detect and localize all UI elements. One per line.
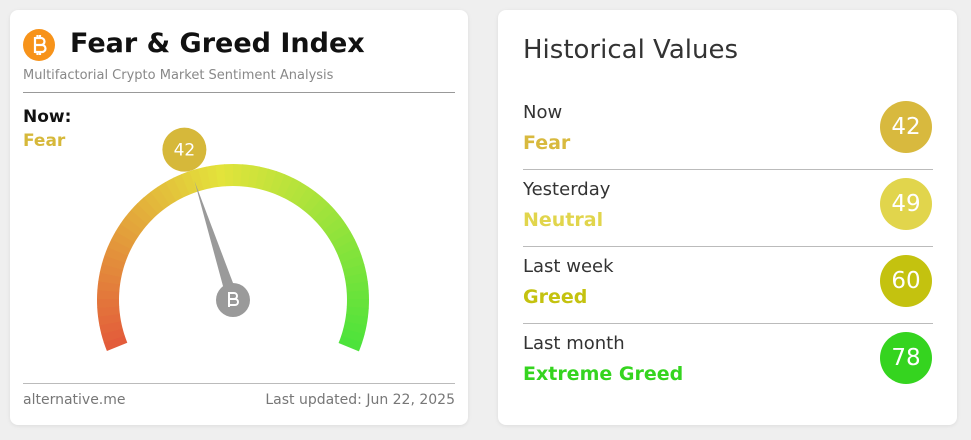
- gauge-arc: [338, 247, 362, 264]
- period: Last week: [523, 256, 614, 277]
- gauge-arc: [137, 197, 159, 220]
- gauge-arc: [197, 166, 212, 190]
- value-circle: 60: [880, 255, 932, 307]
- value-badge: [162, 127, 207, 172]
- gauge-arc: [115, 223, 139, 243]
- value-circle: 42: [880, 101, 932, 153]
- gauge-arc: [99, 263, 124, 278]
- gauge-arc: [120, 216, 144, 237]
- gauge-arc: [111, 231, 135, 250]
- gauge-arc: [318, 209, 341, 231]
- value-circle: 49: [880, 178, 932, 230]
- gauge-arc: [97, 313, 122, 326]
- gauge-arc: [334, 239, 359, 257]
- gauge-arc: [97, 280, 121, 292]
- gauge: 42: [97, 127, 369, 352]
- gauge-arc: [98, 272, 122, 285]
- gauge-arc: [262, 168, 277, 193]
- divider: [23, 92, 455, 93]
- updated: Last updated: Jun 22, 2025: [265, 392, 455, 408]
- gauge-arc: [131, 203, 153, 225]
- gauge-arc: [346, 306, 369, 318]
- divider: [23, 383, 455, 384]
- gauge-arc: [269, 171, 286, 195]
- bitcoin-icon: [23, 29, 55, 61]
- gauge-arc: [340, 255, 365, 271]
- gauge-arc: [103, 335, 128, 351]
- gauge-arc: [97, 306, 120, 317]
- gauge-arc: [342, 264, 367, 278]
- gauge-arc: [302, 191, 323, 215]
- gauge-arc: [206, 165, 219, 189]
- gauge-arc: [307, 197, 330, 220]
- gauge-arc: [323, 216, 346, 237]
- gauge-arc: [101, 255, 126, 270]
- gauge-arc: [181, 171, 197, 195]
- period: Last month: [523, 333, 625, 354]
- gauge-arc: [150, 186, 171, 210]
- needle: [194, 181, 239, 302]
- period: Yesterday: [523, 179, 611, 200]
- gauge-arc: [327, 223, 351, 243]
- classification: Greed: [523, 286, 588, 308]
- gauge-arc: [313, 203, 336, 225]
- gauge-arc: [276, 174, 294, 198]
- gauge-arc: [165, 177, 184, 202]
- gauge-arc: [101, 328, 125, 343]
- period: Now: [523, 102, 563, 123]
- gauge-arc: [99, 320, 123, 335]
- value-circle: 78: [880, 332, 932, 384]
- title: Fear & Greed Index: [70, 28, 365, 59]
- gauge-arc: [240, 164, 252, 188]
- gauge-arc: [289, 182, 309, 206]
- value-badge-text: 42: [174, 141, 196, 161]
- gauge-arc: [157, 181, 177, 206]
- gauge-card: Fear & Greed Index Multifactorial Crypto…: [10, 10, 468, 425]
- now-classification: Fear: [23, 131, 66, 151]
- history-card: Historical Values Now Fear 42 Yesterday Neut…: [498, 10, 957, 425]
- row-divider: [523, 246, 933, 247]
- classification: Neutral: [523, 209, 604, 231]
- gauge-arc: [143, 191, 165, 215]
- history-title: Historical Values: [523, 35, 738, 65]
- gauge-arc: [345, 281, 369, 293]
- gauge-arc: [104, 246, 129, 263]
- gauge-arc: [107, 238, 132, 256]
- gauge-arc: [343, 321, 367, 335]
- gauge-arc: [125, 209, 148, 231]
- gauge-arc: [215, 164, 227, 187]
- classification: Extreme Greed: [523, 363, 684, 385]
- gauge-arc: [247, 165, 260, 189]
- subtitle: Multifactorial Crypto Market Sentiment A…: [23, 68, 334, 83]
- gauge-arc: [344, 272, 368, 285]
- source: alternative.me: [23, 392, 126, 408]
- gauge-arc: [344, 313, 368, 326]
- gauge-arc: [173, 174, 190, 198]
- gauge-arc: [331, 231, 355, 250]
- row-divider: [523, 169, 933, 170]
- classification: Fear: [523, 132, 571, 154]
- gauge-arc: [189, 168, 205, 193]
- now-label: Now:: [23, 107, 72, 127]
- gauge-arc: [338, 335, 363, 352]
- gauge-arc: [341, 328, 365, 344]
- gauge-arc: [296, 186, 316, 210]
- gauge-arc: [283, 177, 302, 202]
- row-divider: [523, 323, 933, 324]
- gauge-arc: [255, 166, 269, 190]
- hub-icon: [228, 292, 239, 307]
